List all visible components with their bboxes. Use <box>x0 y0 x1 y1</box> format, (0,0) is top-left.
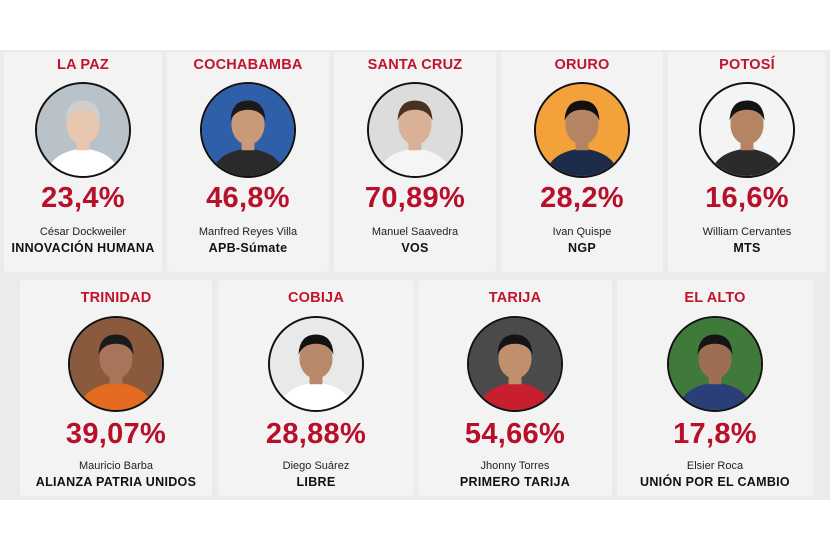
portrait-shoulders <box>279 382 353 410</box>
vote-percentage: 46,8% <box>206 182 290 214</box>
party-name: VOS <box>401 241 429 255</box>
card-cobija: COBIJA 28,88% Diego Suárez LIBRE <box>218 280 414 496</box>
portrait-hair <box>564 100 600 121</box>
candidate-photo <box>68 316 164 412</box>
party-name: UNIÓN POR EL CAMBIO <box>640 475 790 489</box>
portrait-icon <box>536 84 628 176</box>
candidate-name: Ivan Quispe <box>552 226 612 238</box>
portrait-shoulders <box>678 382 752 410</box>
candidate-name: William Cervantes <box>702 226 792 238</box>
candidate-name: Jhonny Torres <box>480 460 550 472</box>
party-name: PRIMERO TARIJA <box>459 475 571 489</box>
portrait-icon <box>369 84 461 176</box>
candidate-name: César Dockweiler <box>39 226 127 238</box>
portrait-shoulders <box>478 382 552 410</box>
candidate-name: Manfred Reyes Villa <box>198 226 298 238</box>
portrait-icon <box>270 318 362 410</box>
city-label: TRINIDAD <box>80 290 152 306</box>
candidate-name: Diego Suárez <box>282 460 350 472</box>
portrait-shoulders <box>46 148 120 176</box>
party-name: MTS <box>733 241 761 255</box>
city-label: SANTA CRUZ <box>367 57 463 73</box>
vote-percentage: 17,8% <box>673 418 757 450</box>
city-label: TARIJA <box>488 290 542 306</box>
portrait-face <box>565 104 599 145</box>
party-name: NGP <box>568 241 596 255</box>
city-label: ORURO <box>554 57 610 73</box>
candidate-photo <box>367 82 463 178</box>
portrait-face <box>99 338 133 379</box>
portrait-icon <box>669 318 761 410</box>
vote-percentage: 70,89% <box>364 182 466 214</box>
candidate-photo <box>699 82 795 178</box>
portrait-shoulders <box>79 382 153 410</box>
city-label: EL ALTO <box>684 290 746 306</box>
card-santa-cruz: SANTA CRUZ 70,89% Manuel Saavedra VOS <box>334 52 496 272</box>
candidate-photo <box>667 316 763 412</box>
portrait-icon <box>70 318 162 410</box>
portrait-icon <box>701 84 793 176</box>
portrait-icon <box>37 84 129 176</box>
city-label: LA PAZ <box>57 57 109 73</box>
portrait-shoulders <box>211 148 285 176</box>
card-cochabamba: COCHABAMBA 46,8% Manfred Reyes Villa APB… <box>167 52 329 272</box>
card-potosi: POTOSÍ 16,6% William Cervantes MTS <box>668 52 826 272</box>
portrait-face <box>231 104 265 145</box>
candidate-name: Elsier Roca <box>686 460 744 472</box>
portrait-shoulders <box>378 148 452 176</box>
candidate-photo <box>200 82 296 178</box>
portrait-hair <box>697 334 733 355</box>
portrait-face <box>398 104 432 145</box>
candidate-photo <box>35 82 131 178</box>
portrait-hair <box>497 334 533 355</box>
portrait-hair <box>397 100 433 121</box>
candidate-name: Manuel Saavedra <box>371 226 459 238</box>
portrait-face <box>730 104 764 145</box>
portrait-face <box>698 338 732 379</box>
portrait-face <box>299 338 333 379</box>
city-label: COBIJA <box>288 290 344 306</box>
vote-percentage: 54,66% <box>464 418 566 450</box>
party-name: ALIANZA PATRIA UNIDOS <box>35 475 197 489</box>
city-label: POTOSÍ <box>719 57 775 73</box>
vote-percentage: 16,6% <box>705 182 789 214</box>
card-tarija: TARIJA 54,66% Jhonny Torres PRIMERO TARI… <box>418 280 612 496</box>
portrait-hair <box>98 334 134 355</box>
vote-percentage: 28,88% <box>265 418 367 450</box>
portrait-hair <box>729 100 765 121</box>
portrait-hair <box>230 100 266 121</box>
portrait-hair <box>65 100 101 121</box>
candidate-photo <box>534 82 630 178</box>
candidate-name: Mauricio Barba <box>79 460 153 472</box>
results-board: LA PAZ 23,4% César Dockweiler INNOVACIÓN… <box>0 50 830 500</box>
card-la-paz: LA PAZ 23,4% César Dockweiler INNOVACIÓN… <box>4 52 162 272</box>
card-oruro: ORURO 28,2% Ivan Quispe NGP <box>501 52 663 272</box>
candidate-photo <box>467 316 563 412</box>
candidate-photo <box>268 316 364 412</box>
portrait-hair <box>298 334 334 355</box>
card-trinidad: TRINIDAD 39,07% Mauricio Barba ALIANZA P… <box>20 280 212 496</box>
party-name: LIBRE <box>296 475 336 489</box>
portrait-shoulders <box>710 148 784 176</box>
portrait-icon <box>469 318 561 410</box>
portrait-icon <box>202 84 294 176</box>
party-name: INNOVACIÓN HUMANA <box>11 241 155 255</box>
card-el-alto: EL ALTO 17,8% Elsier Roca UNIÓN POR EL C… <box>617 280 813 496</box>
portrait-shoulders <box>545 148 619 176</box>
portrait-face <box>498 338 532 379</box>
vote-percentage: 39,07% <box>65 418 167 450</box>
vote-percentage: 28,2% <box>540 182 624 214</box>
party-name: APB-Súmate <box>208 241 288 255</box>
vote-percentage: 23,4% <box>41 182 125 214</box>
city-label: COCHABAMBA <box>193 57 303 73</box>
portrait-face <box>66 104 100 145</box>
